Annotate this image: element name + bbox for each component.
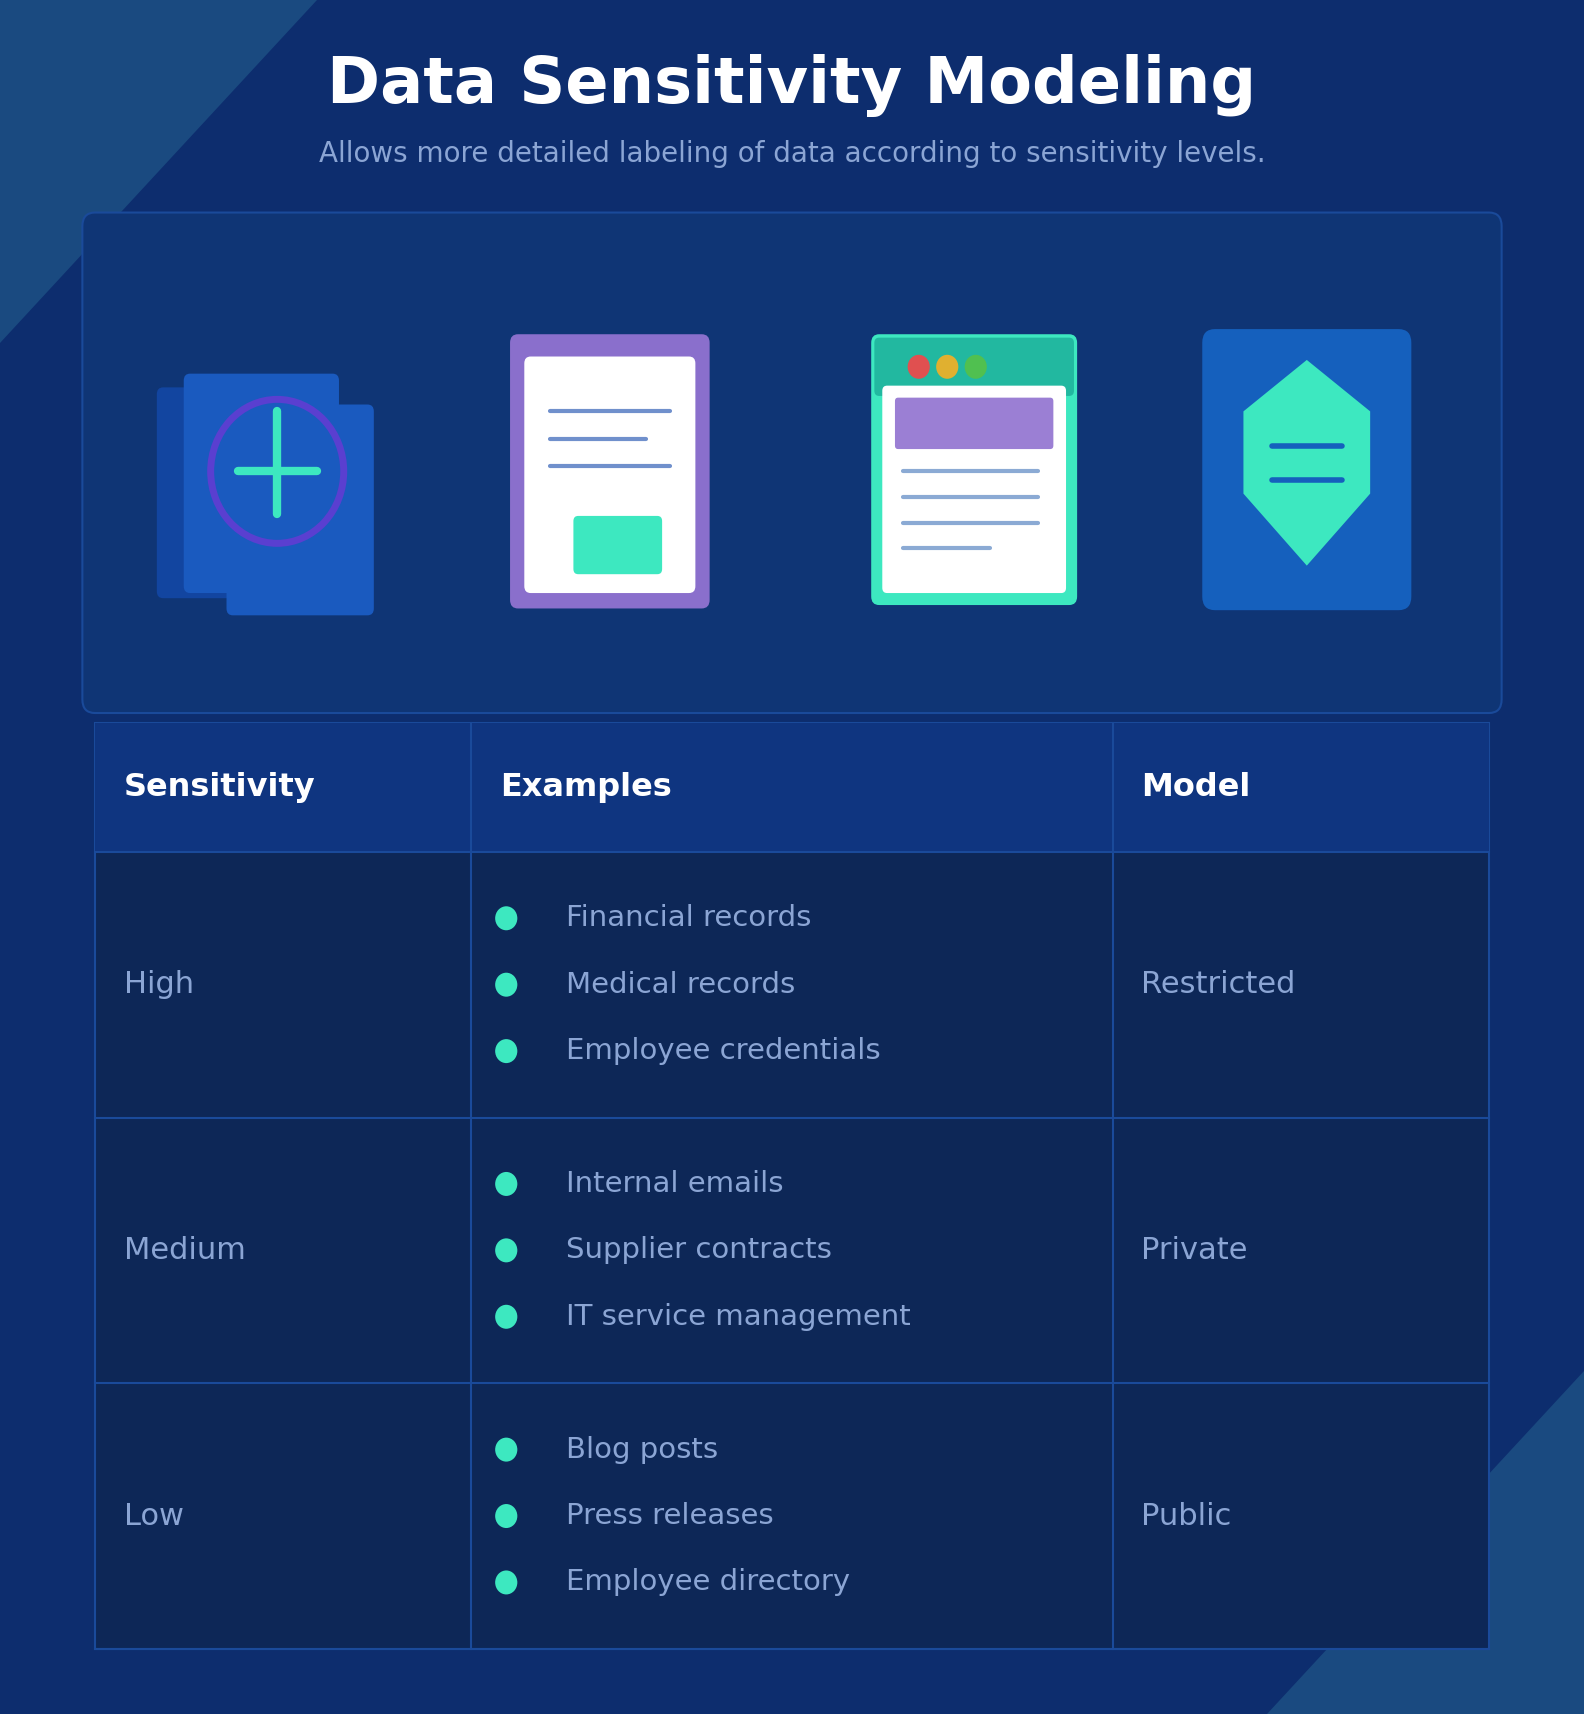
Circle shape xyxy=(496,974,518,998)
Text: Public: Public xyxy=(1140,1501,1231,1531)
Circle shape xyxy=(496,1238,518,1262)
FancyBboxPatch shape xyxy=(871,334,1077,605)
Text: Employee credentials: Employee credentials xyxy=(567,1037,881,1064)
FancyBboxPatch shape xyxy=(895,398,1053,449)
Circle shape xyxy=(965,355,987,379)
FancyBboxPatch shape xyxy=(227,405,374,615)
Text: Data Sensitivity Modeling: Data Sensitivity Modeling xyxy=(328,55,1256,117)
Circle shape xyxy=(496,1039,518,1063)
Text: Sensitivity: Sensitivity xyxy=(124,771,315,804)
Text: Private: Private xyxy=(1140,1236,1248,1265)
FancyBboxPatch shape xyxy=(95,723,1489,1649)
FancyBboxPatch shape xyxy=(874,338,1074,396)
Text: Examples: Examples xyxy=(501,771,672,804)
Circle shape xyxy=(496,1570,518,1594)
FancyBboxPatch shape xyxy=(157,387,304,598)
Text: Model: Model xyxy=(1140,771,1250,804)
Text: Restricted: Restricted xyxy=(1140,970,1296,999)
FancyBboxPatch shape xyxy=(1202,329,1411,610)
Text: Blog posts: Blog posts xyxy=(567,1436,719,1464)
Circle shape xyxy=(496,1172,518,1196)
Polygon shape xyxy=(0,0,317,343)
FancyBboxPatch shape xyxy=(184,374,339,593)
Circle shape xyxy=(936,355,958,379)
Polygon shape xyxy=(1267,1371,1584,1714)
Polygon shape xyxy=(1243,360,1370,566)
FancyBboxPatch shape xyxy=(882,386,1066,593)
FancyBboxPatch shape xyxy=(573,516,662,574)
Text: Allows more detailed labeling of data according to sensitivity levels.: Allows more detailed labeling of data ac… xyxy=(318,141,1266,168)
Text: Press releases: Press releases xyxy=(567,1501,775,1531)
Text: Financial records: Financial records xyxy=(567,905,813,932)
Circle shape xyxy=(908,355,930,379)
Text: Medium: Medium xyxy=(124,1236,246,1265)
Circle shape xyxy=(496,1304,518,1328)
Text: Supplier contracts: Supplier contracts xyxy=(567,1236,832,1265)
Text: Internal emails: Internal emails xyxy=(567,1171,784,1198)
Circle shape xyxy=(496,1438,518,1462)
Text: Employee directory: Employee directory xyxy=(567,1568,851,1596)
Text: IT service management: IT service management xyxy=(567,1303,911,1330)
Circle shape xyxy=(496,1505,518,1529)
FancyBboxPatch shape xyxy=(510,334,710,608)
FancyBboxPatch shape xyxy=(524,357,695,593)
Text: High: High xyxy=(124,970,193,999)
Circle shape xyxy=(496,907,518,931)
FancyBboxPatch shape xyxy=(82,213,1502,713)
FancyBboxPatch shape xyxy=(95,723,1489,852)
Text: Low: Low xyxy=(124,1501,184,1531)
Text: Medical records: Medical records xyxy=(567,970,795,999)
